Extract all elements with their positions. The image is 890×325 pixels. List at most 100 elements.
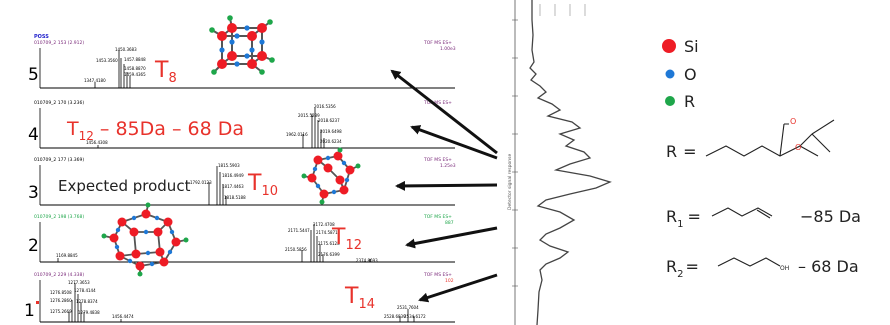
run-id: 010709_2 153 (2.912) [34,40,84,46]
peak-label: 1456.4474 [112,314,134,319]
r1-label: R1 = [666,207,701,230]
peak-label: 2534.6172 [404,314,426,319]
chromatogram-panel: Detector signal response [507,0,612,325]
tof-label: TOF MS ES+ [423,40,452,46]
r-label: R = [666,142,697,161]
r2-label: R2 = [666,257,699,280]
spectrum-3: 010709_2 177 (3.369) TOF MS ES+ 1.25e3 3… [28,147,456,206]
peak-label: 1276.2860 [50,298,72,303]
peak-label: 2150.5856 [285,247,307,252]
peak-label: 1169.8845 [56,253,78,258]
peak-label: 1450.3683 [115,47,137,52]
r1-mass-loss: −85 Da [800,207,861,226]
run-id: 010709_2 198 (3.768) [34,214,84,220]
oxygen-atom: O [795,143,801,152]
peak-label: 2016.5356 [314,104,336,109]
peak-label: 1453.3560 [96,58,118,63]
peak-assignment-arrows [390,69,498,303]
peak-label: 2172.4708 [313,222,335,227]
peak-label: 1275.2669 [50,309,72,314]
spectrum-1: 010709_2 229 (4.338) TOF MS ES+ 102 1 12… [24,272,455,323]
peak-label: 1278.4144 [74,288,96,293]
t12-molecule-image [101,202,189,277]
t8-molecule-image [209,15,275,75]
peak-label: 2015.5289 [298,113,320,118]
spectrum-rank: 5 [28,65,39,85]
substituent-definitions: R = O O R1 = −85 Da R2 = OH – 68 Da [666,117,861,280]
atom-legend: Si O R [662,37,699,111]
arrow-to-spectrum-4 [410,125,498,160]
peak-label: 2018.6237 [318,118,340,123]
oh-group: OH [780,265,789,272]
peak-label: 1459.4365 [124,72,146,77]
peak-label: 1815.5903 [218,163,240,168]
peak-label: 1792.0123 [190,180,212,185]
intensity-label: 887 [445,220,454,226]
butenyl-structure [711,207,773,217]
r2-mass-loss: – 68 Da [798,257,859,276]
arrow-to-spectrum-3 [395,180,498,191]
intensity-label: 102 [445,278,454,284]
run-id: 010709_2 229 (4.338) [34,272,84,278]
peak-label: 2175.6128 [318,241,340,246]
spectrum-2: 010709_2 198 (3.768) TOF MS ES+ 887 2 11… [28,202,455,277]
peak-label: 1457.8848 [124,57,146,62]
mass-spectra-panel: POSS 010709_2 153 (2.912) TOF MS ES+ 1.0… [24,15,456,323]
peak-sticks [57,224,371,262]
marker-square [36,301,39,304]
peak-sticks [208,166,227,205]
structure-label: T8 [154,58,177,86]
peak-label: 1816.4949 [222,173,244,178]
peak-label: 1818.5188 [224,195,246,200]
peak-label: 1277.3653 [68,280,90,285]
carbonyl-oxygen: O [790,117,796,126]
tof-label: TOF MS ES+ [423,157,452,163]
chromatogram-ylabel: Detector signal response [507,154,513,210]
tof-label: TOF MS ES+ [423,272,452,278]
spectrum-5: 010709_2 153 (2.912) TOF MS ES+ 1.00e3 5… [28,15,456,89]
spectrum-4: 010709_2 170 (3.236) TOF MS ES+ 4 1456.4… [28,100,455,149]
spectrum-rank: 4 [28,125,39,145]
peak-label: 2019.6498 [320,129,342,134]
poss-header: POSS [34,34,49,40]
peak-label: 2176.6399 [318,252,340,257]
peak-label: 1278.8374 [76,299,98,304]
peak-label: 1276.8508 [50,290,72,295]
peak-label: 2528.6839 [384,314,406,319]
peak-sticks [94,50,131,88]
r-legend-dot [665,96,675,106]
si-legend-label: Si [684,37,699,56]
arrow-to-spectrum-1 [418,273,498,303]
intensity-label: 1.25e3 [440,163,456,169]
spectrum-rank: 1 [24,301,35,321]
structure-label: T12 [331,225,362,253]
peak-sticks [68,283,415,322]
top-tick-marks [539,4,586,16]
peak-label: 1279.4838 [78,310,100,315]
run-id: 010709_2 177 (3.369) [34,157,84,163]
spectrum-rank: 2 [28,236,39,256]
hydroxybutyl-structure [717,257,781,267]
expected-product-label: Expected product [58,177,191,195]
chromatogram-ticks [512,19,518,287]
t10-molecule-image [301,147,361,205]
spectrum-rank: 3 [28,183,39,203]
run-id: 010709_2 170 (3.236) [34,100,84,106]
si-legend-dot [662,39,676,53]
peak-label: 2531.7604 [397,305,419,310]
intensity-label: 1.00e3 [440,46,456,52]
peak-label: 1347.4180 [84,78,106,83]
structure-label: T14 [344,284,375,312]
o-legend-dot [665,69,675,79]
peak-label: 2171.5447 [288,228,310,233]
peak-label: 1817.4463 [222,184,244,189]
tof-label: TOF MS ES+ [423,214,452,220]
arrow-to-spectrum-5 [390,69,498,155]
structure-label: T10 [247,171,278,199]
peak-label: 1458.8870 [124,66,146,71]
peak-label: 1962.0116 [286,132,308,137]
peak-sticks [97,108,325,148]
arrow-to-spectrum-2 [405,226,498,249]
methacrylate-structure [705,119,835,157]
